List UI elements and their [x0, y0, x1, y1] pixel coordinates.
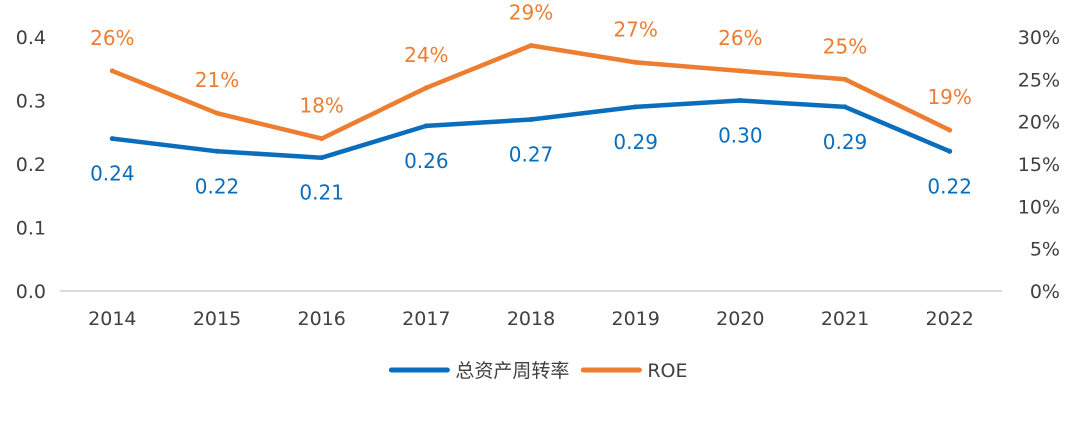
data-label: 0.24 [90, 162, 135, 186]
x-axis-tick-label: 2022 [925, 308, 973, 330]
data-label: 21% [195, 68, 239, 92]
data-label: 0.22 [927, 174, 972, 198]
data-label: 0.21 [299, 181, 344, 205]
data-label: 0.30 [718, 124, 763, 148]
data-point [423, 85, 429, 91]
data-point [214, 148, 220, 154]
right-axis-tick-label: 25% [1018, 69, 1060, 91]
data-point [737, 68, 743, 74]
right-axis-tick-label: 20% [1018, 112, 1060, 134]
data-point [319, 155, 325, 161]
data-label: 26% [90, 26, 134, 50]
data-point [947, 127, 953, 133]
data-label: 27% [613, 17, 657, 41]
x-axis-tick-label: 2015 [193, 308, 241, 330]
x-axis-tick-label: 2019 [611, 308, 659, 330]
x-axis-tick-label: 2017 [402, 308, 450, 330]
left-axis-tick-label: 0.2 [16, 154, 46, 176]
data-point [528, 42, 534, 48]
data-point [319, 136, 325, 142]
data-point [528, 117, 534, 123]
data-label: 26% [718, 26, 762, 50]
data-point [214, 110, 220, 116]
legend-label: 总资产周转率 [455, 360, 569, 382]
data-point [737, 98, 743, 103]
x-axis-tick-label: 2018 [507, 308, 555, 330]
data-point [109, 68, 115, 74]
data-point [842, 76, 848, 82]
data-label: 18% [299, 94, 343, 118]
data-point [633, 59, 639, 65]
x-axis-tick-label: 2021 [821, 308, 869, 330]
data-label: 29% [509, 0, 553, 24]
data-label: 0.26 [404, 149, 449, 173]
x-axis-tick-label: 2020 [716, 308, 764, 330]
data-label: 24% [404, 43, 448, 67]
x-axis-tick-label: 2016 [297, 308, 345, 330]
left-axis-tick-label: 0.0 [16, 281, 46, 303]
right-axis-tick-label: 5% [1030, 239, 1060, 261]
data-label: 0.29 [823, 130, 868, 154]
right-axis-tick-label: 0% [1030, 281, 1060, 303]
data-label: 0.27 [509, 143, 554, 167]
right-axis-tick-label: 15% [1018, 154, 1060, 176]
x-axis-tick-label: 2014 [88, 308, 136, 330]
left-axis-tick-label: 0.3 [16, 91, 46, 113]
data-label: 25% [823, 34, 867, 58]
legend-label: ROE [647, 360, 687, 382]
data-point [423, 123, 429, 129]
right-axis-tick-label: 10% [1018, 196, 1060, 218]
data-label: 0.22 [195, 174, 240, 198]
data-point [947, 148, 953, 154]
right-axis-tick-label: 30% [1018, 27, 1060, 49]
data-point [109, 136, 115, 142]
left-axis-tick-label: 0.4 [16, 27, 46, 49]
left-axis-tick-label: 0.1 [16, 218, 46, 240]
data-label: 19% [927, 85, 971, 109]
data-label: 0.29 [613, 130, 658, 154]
data-point [842, 104, 848, 110]
data-point [633, 104, 639, 110]
